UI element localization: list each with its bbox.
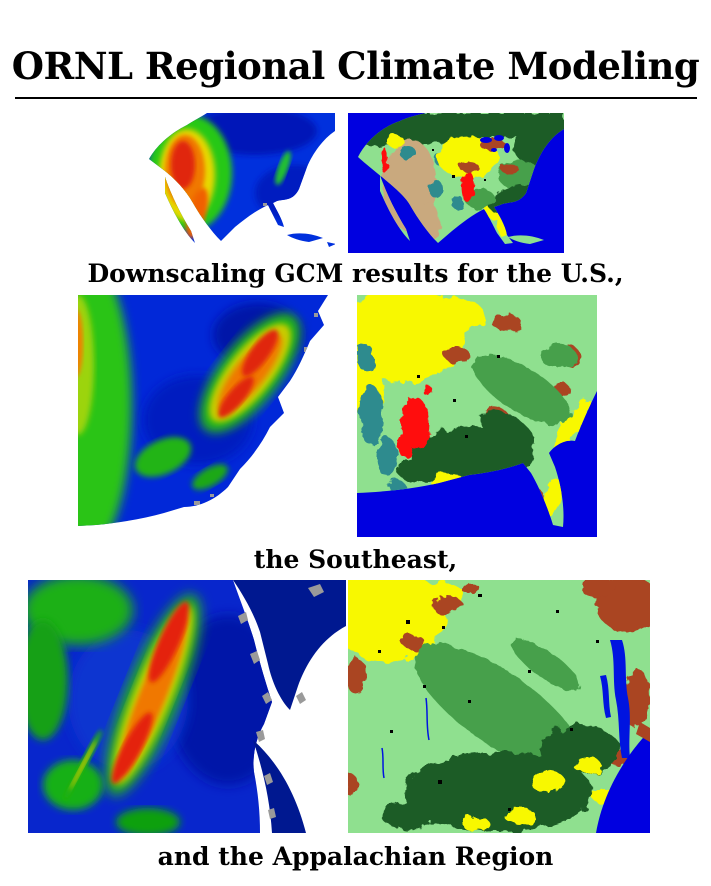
caption-us: Downscaling GCM results for the U.S.,: [87, 259, 624, 288]
page-title: ORNL Regional Climate Modeling: [11, 44, 700, 88]
appalachian-elevation-map: [28, 580, 346, 833]
us-elevation-map: [135, 113, 335, 253]
us-landcover-map: [348, 113, 564, 253]
appalachian-landcover-map: [348, 580, 650, 833]
title-underline-rule: [15, 97, 697, 99]
caption-southeast: the Southeast,: [253, 545, 458, 574]
southeast-elevation-map: [78, 295, 333, 537]
caption-appalachian: and the Appalachian Region: [157, 842, 554, 871]
southeast-landcover-map: [357, 295, 597, 537]
